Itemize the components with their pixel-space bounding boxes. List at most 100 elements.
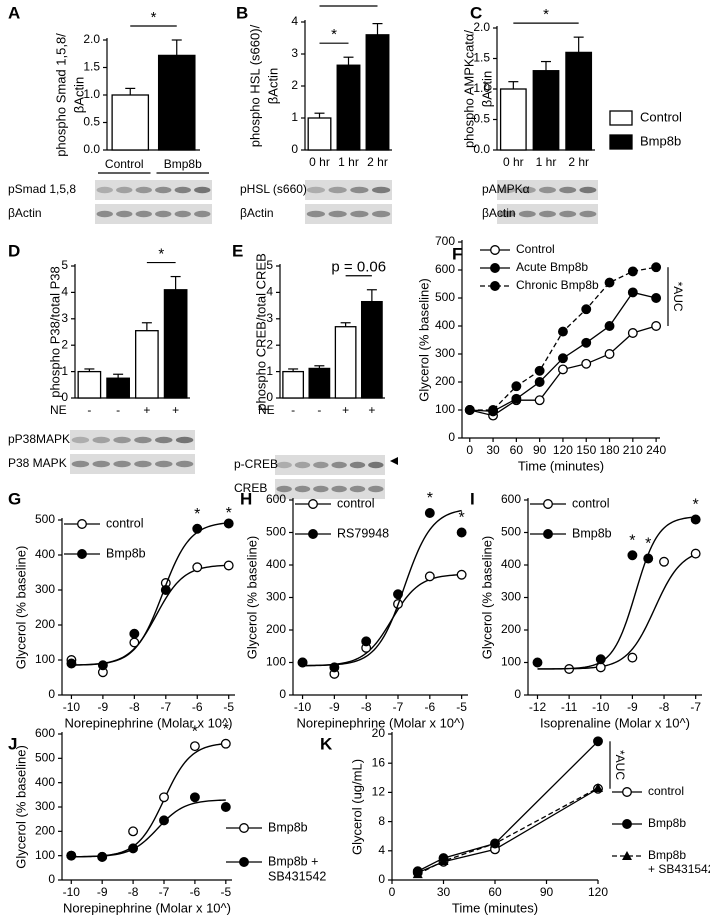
y-tick-label: 0.0 (83, 142, 100, 156)
x-tick-label: 180 (600, 443, 620, 457)
y-axis-label: βActin (265, 68, 280, 104)
bar (307, 117, 332, 151)
x-tick-label: 60 (488, 885, 502, 899)
legend-swatch (609, 110, 633, 126)
x-axis-label: Time (minutes) (452, 900, 538, 915)
marker (412, 869, 423, 879)
panel-letter: I (470, 489, 475, 508)
y-tick-label: 8 (378, 814, 385, 828)
y-tick-label: 0 (266, 390, 273, 404)
x-tick-label: 90 (533, 443, 547, 457)
legend-label: Acute Bmp8b (516, 260, 588, 274)
legend-marker (77, 519, 87, 529)
marker (97, 851, 108, 862)
legend-label: control (106, 516, 144, 530)
significance-label: * (151, 9, 157, 26)
panel-letter: J (8, 734, 17, 753)
blot-band (518, 210, 536, 218)
y-tick-label: 500 (435, 290, 455, 304)
marker (557, 364, 568, 375)
legend-marker (239, 823, 249, 833)
blot (95, 180, 212, 200)
blot-band (294, 485, 311, 493)
y-tick-label: 2 (291, 78, 298, 92)
y-tick-label: 200 (35, 824, 55, 838)
marker (329, 662, 340, 673)
y-tick-label: 3 (266, 311, 273, 325)
legend-marker (622, 851, 632, 860)
bar (360, 300, 383, 399)
y-axis-label: Glycerol (% baseline) (13, 745, 28, 869)
marker (297, 657, 308, 668)
blot-band (559, 186, 577, 194)
x-tick-label: -10 (592, 700, 610, 714)
marker (66, 658, 77, 669)
y-axis-label: βActin (479, 71, 494, 107)
x-tick-label: -9 (329, 700, 340, 714)
auc-label: *AUC (613, 750, 627, 780)
x-tick-label: -11 (561, 700, 578, 714)
fit-curve (71, 799, 226, 858)
annotation: * (194, 506, 200, 523)
x-tick-label: -12 (529, 700, 547, 714)
blot-label: pSmad 1,5,8 (8, 182, 76, 196)
fit-curve (537, 553, 696, 670)
marker (627, 266, 638, 277)
blot-band (498, 210, 516, 218)
x-tick-label: -9 (97, 885, 108, 899)
series-line (417, 788, 599, 874)
marker (511, 393, 522, 404)
panel-letter: E (232, 241, 243, 260)
marker (159, 792, 169, 803)
significance-label: p = 0.06 (331, 259, 386, 276)
marker (557, 326, 568, 337)
y-tick-label: 300 (35, 582, 55, 596)
annotation: * (427, 490, 433, 507)
x-tick-label: -7 (690, 700, 701, 714)
legend-marker (622, 819, 632, 829)
x-tick-label: - (87, 403, 91, 417)
y-tick-label: 400 (501, 557, 521, 571)
bar (111, 94, 150, 151)
x-tick-label: 0 hr (309, 155, 330, 169)
fit-curve (302, 573, 462, 667)
y-tick-label: 0.5 (473, 112, 490, 126)
legend-marker (490, 281, 500, 291)
blot-band (328, 210, 347, 218)
marker (128, 843, 139, 854)
marker (604, 321, 615, 331)
x-tick-label: -8 (128, 885, 139, 899)
x-tick-label: 30 (437, 885, 451, 899)
bar (157, 54, 196, 151)
blot-band (116, 210, 133, 218)
y-tick-label: 500 (35, 751, 55, 765)
blot-band (306, 210, 326, 218)
legend-marker (308, 499, 318, 509)
blot-band (350, 210, 369, 218)
blot-band (276, 485, 292, 493)
blot-band (194, 186, 211, 194)
marker (361, 636, 372, 647)
blot-label: βActin (482, 206, 516, 220)
y-tick-label: 600 (501, 492, 521, 506)
annotation: * (459, 510, 465, 527)
blot (95, 204, 212, 224)
legend-label: Control (516, 242, 555, 256)
blot-group-label: Control (105, 157, 144, 171)
fit-curve (71, 564, 229, 666)
y-tick-label: 3 (61, 311, 68, 325)
blot-band (96, 210, 113, 218)
series-line (469, 291, 657, 413)
blot-band (155, 210, 172, 218)
blot-band (313, 485, 329, 493)
blot (70, 454, 195, 474)
y-tick-label: 0.0 (473, 142, 490, 156)
fit-curve (302, 509, 462, 667)
x-tick-label: -5 (220, 885, 231, 899)
marker (690, 514, 701, 525)
panel-letter: A (8, 3, 20, 22)
auc-label: *AUC (671, 282, 685, 312)
y-tick-label: 4 (266, 285, 273, 299)
blot-label: pAMPKα (482, 182, 530, 196)
